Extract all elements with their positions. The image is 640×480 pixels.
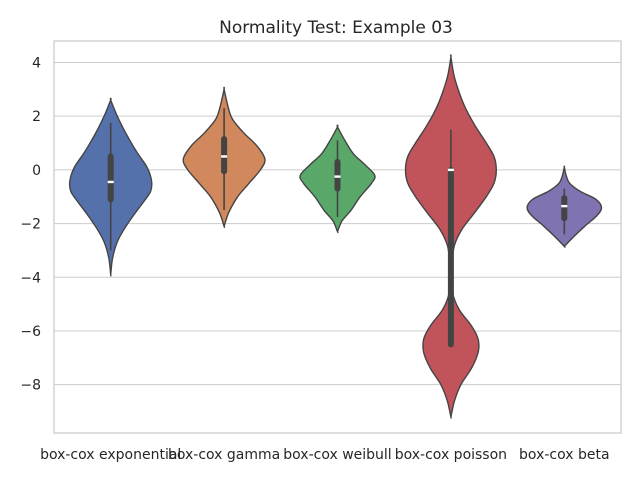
- violins: [68, 54, 603, 419]
- y-tick-label: 2: [32, 109, 41, 125]
- y-tick-label: −4: [20, 270, 41, 286]
- y-tick-label: 4: [32, 55, 41, 71]
- violin-median: [107, 180, 114, 184]
- y-tick-label: −2: [20, 217, 41, 233]
- y-tick-label: −8: [20, 378, 41, 394]
- x-tick-label: box-cox beta: [519, 447, 610, 463]
- y-axis-ticks: 4 2 0 −2 −4 −6 −8: [20, 55, 41, 393]
- violin-median: [334, 175, 341, 178]
- y-tick-label: −6: [20, 324, 41, 340]
- x-tick-label: box-cox poisson: [395, 447, 507, 463]
- x-tick-label: box-cox weibull: [283, 447, 391, 463]
- violin-median: [561, 204, 568, 208]
- violin-median: [221, 155, 228, 158]
- plot-frame: [53, 40, 622, 434]
- y-tick-label: 0: [32, 163, 41, 179]
- x-tick-label: box-cox gamma: [168, 447, 280, 463]
- violin-median: [447, 168, 454, 172]
- x-tick-label: box-cox exponential: [40, 447, 181, 463]
- chart-title: Normality Test: Example 03: [219, 18, 453, 38]
